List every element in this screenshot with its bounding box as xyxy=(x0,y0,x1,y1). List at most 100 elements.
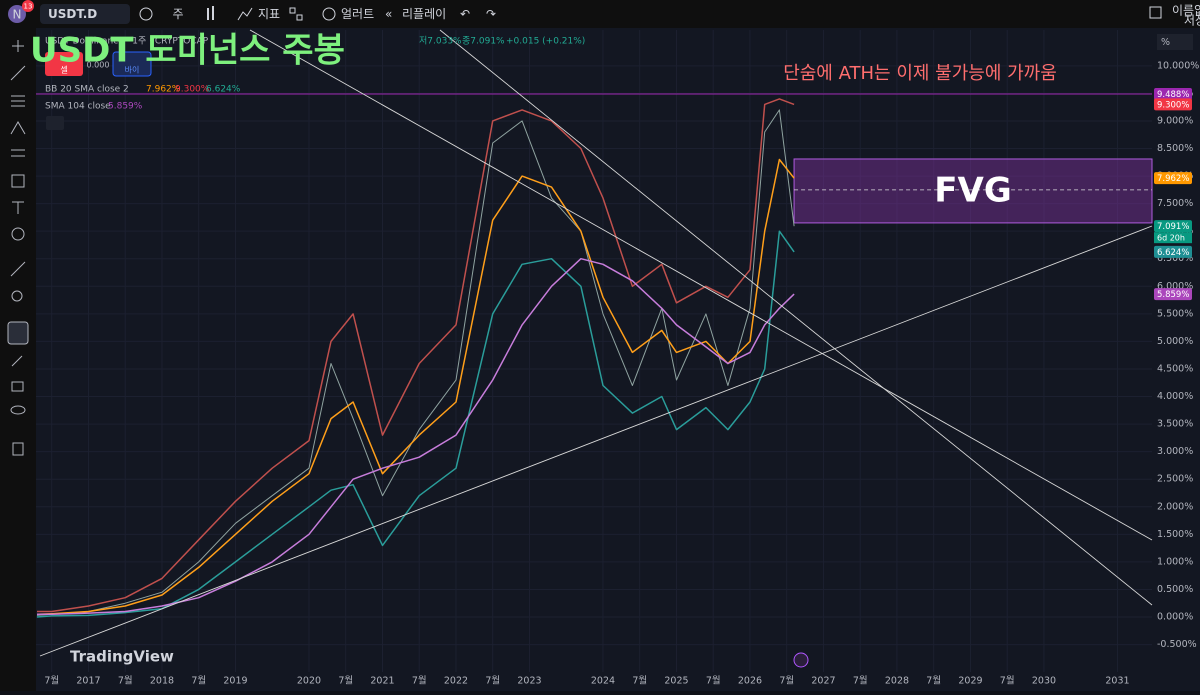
bb-lower: 6.624% xyxy=(206,85,241,95)
bb-upper: 9.300% xyxy=(175,85,210,95)
magnet-tool[interactable] xyxy=(7,321,29,345)
x-tick-label: 2027 xyxy=(811,676,835,687)
avatar[interactable] xyxy=(8,5,26,23)
price-badge-label: 9.488% xyxy=(1157,90,1189,100)
sell-button[interactable] xyxy=(45,52,83,76)
x-tick-label: 2030 xyxy=(1032,676,1056,687)
notification-count: 13 xyxy=(24,3,33,11)
zoom-tool[interactable] xyxy=(11,290,23,302)
x-tick-label: 2024 xyxy=(591,676,615,687)
top-bar xyxy=(0,0,1200,28)
x-tick-label: 7월 xyxy=(779,675,794,687)
countdown-badge xyxy=(1154,232,1192,244)
buy-button[interactable] xyxy=(112,51,152,77)
plot xyxy=(36,30,1153,672)
brand: TradingView xyxy=(70,648,174,666)
indicators[interactable]: 지표 xyxy=(258,7,280,21)
x-tick-label: 2028 xyxy=(885,676,909,687)
x-tick-label: 2029 xyxy=(958,676,982,687)
undo[interactable]: ↶ xyxy=(460,7,470,21)
replay-icon: « xyxy=(385,7,392,21)
y-tick-label: 4.000% xyxy=(1157,391,1193,402)
x-tick-label: 7월 xyxy=(1000,675,1015,687)
resistance-trendline xyxy=(249,29,1153,541)
pattern-tool[interactable] xyxy=(10,121,26,135)
x-tick-label: 7월 xyxy=(632,675,647,687)
sma-legend: SMA 104 close xyxy=(45,102,111,112)
x-tick-label: 2020 xyxy=(297,676,321,687)
y-tick-label: 0.000% xyxy=(1157,612,1193,623)
axis-unit: % xyxy=(1161,37,1170,48)
y-tick-label: 4.500% xyxy=(1157,363,1193,374)
y-tick-label: 0.500% xyxy=(1157,584,1193,595)
y-tick-label: 10.000% xyxy=(1157,60,1199,71)
templates-icon[interactable] xyxy=(289,7,296,14)
chart-title: USDT 도미넌스 주봉 xyxy=(30,31,345,71)
series-line xyxy=(36,109,795,616)
y-tick-label: 3.000% xyxy=(1157,446,1193,457)
symbol: USDT.D xyxy=(48,7,97,21)
fvg-label: FVG xyxy=(934,170,1011,210)
drawing-tools xyxy=(7,40,29,456)
collapse-legend[interactable] xyxy=(46,116,64,130)
support-trendline xyxy=(39,225,1153,657)
x-tick-label: 2031 xyxy=(1105,676,1129,687)
axis-unit-box[interactable] xyxy=(1157,34,1193,50)
y-tick-label: -0.500% xyxy=(1157,639,1197,650)
layout-icon[interactable] xyxy=(1149,6,1162,19)
sma-value: 5.859% xyxy=(108,102,143,112)
alerts[interactable]: 얼러트 xyxy=(341,7,374,21)
x-tick-label: 2018 xyxy=(150,676,174,687)
x-tick-label: 7월 xyxy=(191,675,206,687)
annotation: 단숨에 ATH는 이제 불가능에 가까움 xyxy=(783,63,1057,84)
save[interactable]: 저장 xyxy=(1184,14,1200,28)
legend-close: 종7.091% xyxy=(462,36,505,47)
y-tick-label: 8.500% xyxy=(1157,143,1193,154)
time-axis xyxy=(36,672,1152,691)
fvg-box xyxy=(793,158,1153,224)
add-symbol[interactable] xyxy=(139,7,153,21)
price-badge-label: 6.624% xyxy=(1157,248,1189,258)
shape-tool[interactable] xyxy=(11,174,25,188)
y-tick-label: 1.000% xyxy=(1157,556,1193,567)
visibility-tool[interactable] xyxy=(10,405,26,415)
layout-name[interactable]: 이름없 xyxy=(1172,4,1200,18)
x-tick-label: 7월 xyxy=(338,675,353,687)
price-badge xyxy=(1154,88,1192,101)
price-badge-label: 5.859% xyxy=(1157,290,1189,300)
x-tick-label: 2026 xyxy=(738,676,762,687)
x-tick-label: 2021 xyxy=(370,676,394,687)
interval[interactable]: 주 xyxy=(172,7,183,21)
x-tick-label: 2025 xyxy=(664,676,688,687)
projection-tool[interactable] xyxy=(11,149,25,157)
bb-legend: BB 20 SMA close 2 xyxy=(45,85,129,95)
buy-label: 바이 xyxy=(125,65,140,75)
pencil-tool[interactable] xyxy=(11,355,23,367)
y-tick-label: 1.500% xyxy=(1157,529,1193,540)
text-tool[interactable] xyxy=(12,201,24,214)
replay[interactable]: 리플레이 xyxy=(402,7,446,21)
y-tick-label: 2.500% xyxy=(1157,474,1193,485)
bb-basis: 7.962% xyxy=(146,85,181,95)
crosshair-tool[interactable] xyxy=(12,40,24,52)
price-badge xyxy=(1154,245,1192,258)
indicator-icon xyxy=(237,7,253,21)
sell-label: 셀 xyxy=(60,65,67,75)
fib-tool[interactable] xyxy=(11,95,25,107)
events-icon[interactable] xyxy=(793,652,809,668)
lock-tool[interactable] xyxy=(11,381,24,392)
chart-type-icon[interactable] xyxy=(207,8,209,20)
trash-tool[interactable] xyxy=(12,442,24,456)
y-tick-label: 6.500% xyxy=(1157,253,1193,264)
icon-tool[interactable] xyxy=(11,227,25,241)
ruler-tool[interactable] xyxy=(10,261,26,277)
trendline-tool[interactable] xyxy=(10,65,26,81)
resistance-trendline-2 xyxy=(439,29,1153,606)
series-line xyxy=(36,158,795,616)
redo[interactable]: ↷ xyxy=(486,7,496,21)
symbol-search[interactable] xyxy=(40,4,130,24)
x-tick-label: 2022 xyxy=(444,676,468,687)
x-tick-label: 7월 xyxy=(118,675,133,687)
